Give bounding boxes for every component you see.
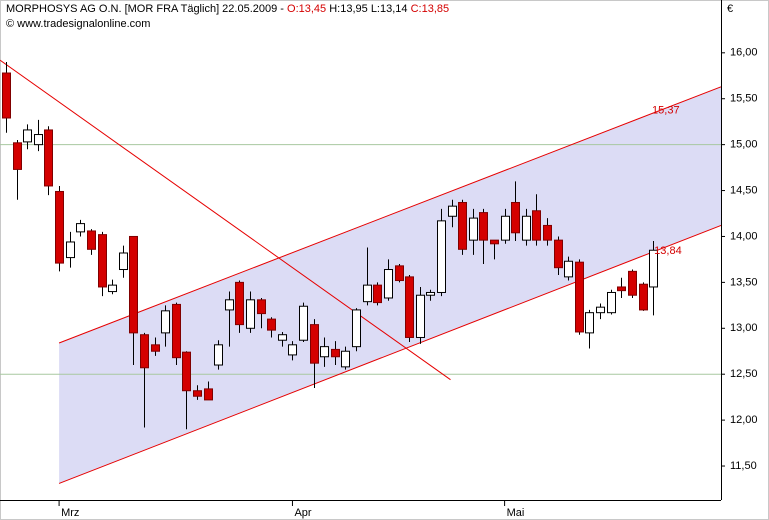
candle-body	[204, 388, 213, 401]
candle-body	[384, 269, 393, 299]
chart-title: MORPHOSYS AG O.N. [MOR FRA Täglich] 22.0…	[6, 3, 449, 15]
y-tick-label: 12,50	[730, 368, 758, 380]
candle-body	[479, 212, 488, 241]
annotation: 13,84	[654, 245, 682, 257]
candle-body	[532, 210, 541, 241]
candle-body	[448, 205, 457, 217]
candle-body	[267, 318, 276, 331]
candle-body	[310, 324, 319, 364]
candle-body	[426, 291, 435, 296]
candle-body	[649, 249, 658, 288]
candle-body	[331, 348, 340, 358]
candle-body	[288, 344, 297, 356]
candle-body	[151, 344, 160, 352]
title-low: L:13,14	[371, 3, 408, 15]
candle-body	[34, 134, 43, 146]
title-high: H:13,95	[329, 3, 368, 15]
candle-body	[225, 299, 234, 311]
candle-body	[55, 190, 64, 264]
subtitle: © www.tradesignalonline.com	[6, 18, 150, 30]
y-tick-label: 16,00	[730, 47, 758, 59]
title-open: O:13,45	[287, 3, 326, 15]
candle-body	[129, 235, 138, 334]
candle-body	[341, 350, 350, 368]
candle-body	[108, 284, 117, 293]
candle-body	[373, 284, 382, 304]
title-text: MORPHOSYS AG O.N. [MOR FRA Täglich] 22.0…	[6, 3, 287, 15]
candle-body	[87, 230, 96, 250]
candle-body	[522, 215, 531, 241]
candle-body	[405, 276, 414, 338]
candle-body	[639, 283, 648, 311]
candle-body	[596, 306, 605, 314]
candle-body	[395, 265, 404, 282]
y-tick-label: 11,50	[730, 460, 757, 472]
y-tick-label: 12,00	[730, 414, 758, 426]
y-unit: €	[727, 3, 733, 15]
candle-body	[575, 261, 584, 333]
candle-body	[564, 260, 573, 278]
candle-body	[554, 239, 563, 269]
candle-body	[23, 129, 32, 143]
x-tick-label: Mrz	[61, 507, 79, 519]
candle-body	[140, 334, 149, 369]
y-tick-label: 15,00	[730, 139, 758, 151]
candle-body	[98, 234, 107, 288]
candle-body	[469, 217, 478, 241]
x-tick-label: Apr	[294, 507, 311, 519]
candle-body	[2, 72, 11, 119]
candle-body	[172, 303, 181, 359]
candle-body	[490, 239, 499, 245]
candle-body	[617, 286, 626, 292]
candle-body	[416, 294, 425, 338]
candle-body	[76, 223, 85, 233]
candle-body	[182, 351, 191, 392]
y-tick-label: 15,50	[730, 93, 758, 105]
annotation: 15,37	[652, 105, 680, 117]
candle-body	[214, 344, 223, 366]
candle-body	[511, 201, 520, 234]
candle-body	[235, 281, 244, 326]
y-tick-label: 14,50	[730, 184, 758, 196]
trend-line	[0, 59, 451, 381]
channel-line	[58, 86, 722, 344]
candle-body	[193, 390, 202, 397]
candle-body	[299, 305, 308, 341]
candle-body	[320, 346, 329, 358]
channel-line	[58, 224, 722, 484]
candle-body	[458, 201, 467, 250]
candle-body	[352, 309, 361, 348]
candle-body	[161, 310, 170, 334]
candle-body	[119, 252, 128, 271]
candle-body	[44, 129, 53, 187]
candle-body	[543, 224, 552, 241]
candle-body	[585, 312, 594, 334]
title-close: C:13,85	[411, 3, 450, 15]
y-tick-label: 14,00	[730, 230, 758, 242]
candle-body	[628, 270, 637, 296]
candle-body	[66, 241, 75, 259]
candle-body	[13, 142, 22, 170]
y-tick-label: 13,00	[730, 322, 758, 334]
y-tick-label: 13,50	[730, 276, 758, 288]
candle-body	[437, 220, 446, 293]
candle-body	[278, 334, 287, 341]
candle-body	[257, 299, 266, 315]
candle-body	[246, 299, 255, 329]
x-tick-label: Mai	[507, 507, 525, 519]
candle-body	[363, 284, 372, 303]
candle-body	[501, 215, 510, 241]
candle-body	[607, 291, 616, 314]
